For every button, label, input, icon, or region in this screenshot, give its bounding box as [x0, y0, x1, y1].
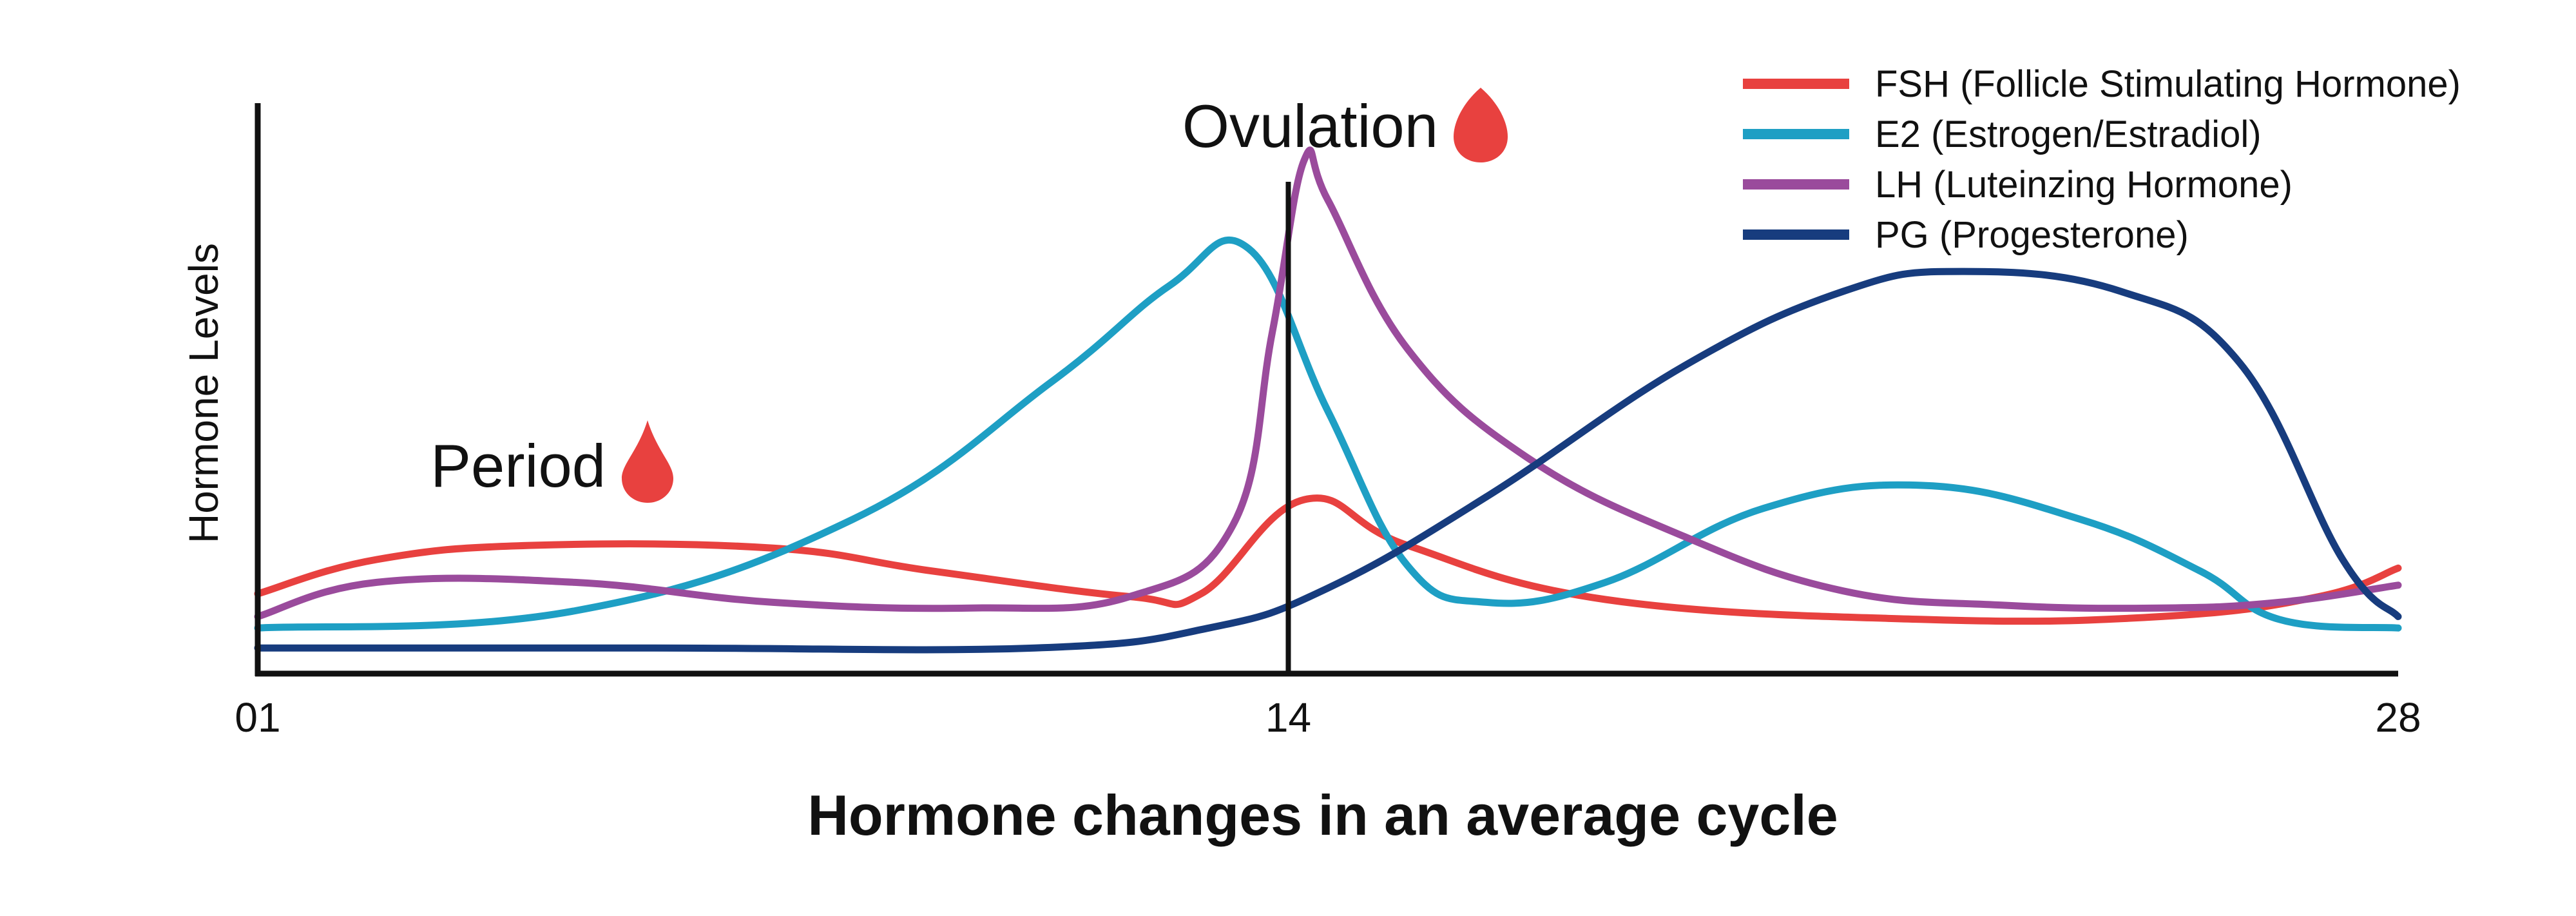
y-axis-label: Hormone Levels [180, 243, 227, 543]
x-tick-label: 01 [235, 694, 280, 741]
x-tick-label: 14 [1265, 694, 1311, 741]
chart-title: Hormone changes in an average cycle [807, 783, 1838, 847]
legend-item-pg: PG (Progesterone) [1743, 214, 2189, 256]
legend-label: E2 (Estrogen/Estradiol) [1875, 113, 2262, 155]
period-label: Period [430, 432, 606, 500]
legend: FSH (Follicle Stimulating Hormone) E2 (Es… [1743, 63, 2461, 256]
series-layer [254, 146, 2402, 654]
blood-drop-icon [1454, 88, 1508, 162]
legend-label: PG (Progesterone) [1875, 214, 2189, 256]
ovulation-label: Ovulation [1182, 92, 1438, 160]
legend-item-fsh: FSH (Follicle Stimulating Hormone) [1743, 63, 2461, 105]
series-line-pg [254, 268, 2402, 654]
annotation-period: Period [430, 420, 673, 503]
series-line-e2 [254, 237, 2402, 632]
legend-label: FSH (Follicle Stimulating Hormone) [1875, 63, 2461, 105]
legend-item-e2: E2 (Estrogen/Estradiol) [1743, 113, 2262, 155]
legend-item-lh: LH (Luteinzing Hormone) [1743, 164, 2292, 206]
x-tick-labels: 01 14 28 [235, 694, 2421, 741]
series-line-fsh [254, 494, 2402, 625]
blood-drop-icon [622, 420, 673, 503]
annotation-ovulation: Ovulation [1182, 88, 1508, 162]
series-line-lh [254, 146, 2402, 620]
legend-label: LH (Luteinzing Hormone) [1875, 164, 2292, 206]
x-tick-label: 28 [2375, 694, 2421, 741]
